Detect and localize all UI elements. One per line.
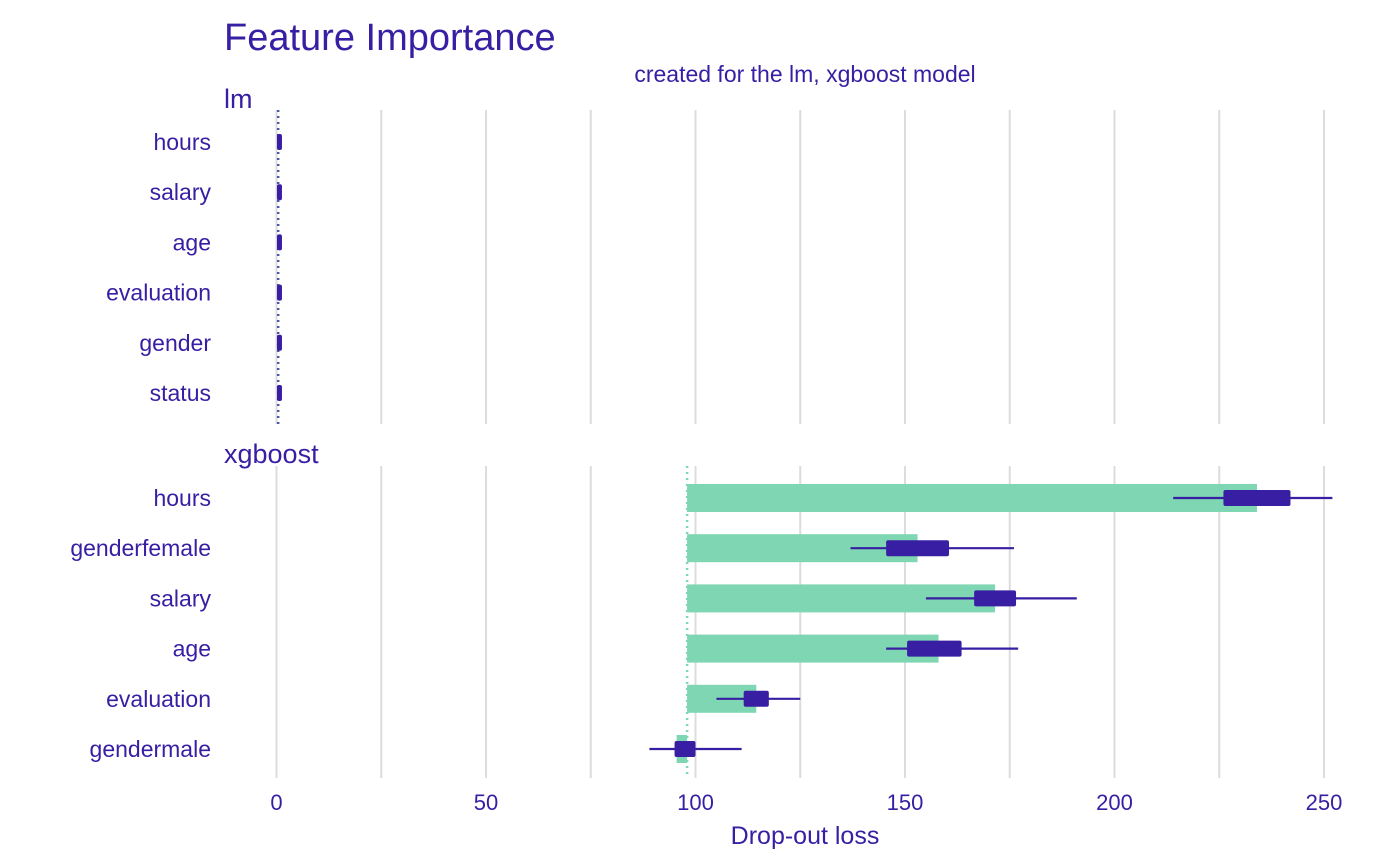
panel-lm-salary-box	[276, 184, 282, 201]
panel-lm-status-tick-label: status	[150, 380, 211, 406]
panel-lm-salary-tick-label: salary	[150, 179, 212, 205]
panel-xgboost-evaluation-box	[743, 690, 769, 707]
panel-lm-status-box	[276, 385, 282, 401]
panel-xgboost-label: xgboost	[224, 439, 319, 469]
panel-xgboost-age-tick-label: age	[173, 636, 211, 662]
x-tick-label-150: 150	[887, 790, 924, 815]
panel-xgboost-hours-box	[1223, 490, 1291, 506]
panel-lm-evaluation-box	[276, 284, 282, 301]
panel-xgboost-hours-tick-label: hours	[153, 485, 211, 511]
panel-lm-evaluation-tick-label: evaluation	[106, 280, 211, 306]
x-tick-label-50: 50	[474, 790, 498, 815]
panel-xgboost-genderfemale-tick-label: genderfemale	[70, 535, 211, 561]
panel-xgboost-genderfemale-box	[886, 540, 949, 557]
panel-xgboost-age-box	[907, 640, 962, 657]
x-axis-label: Drop-out loss	[731, 822, 880, 850]
panel-lm-hours-tick-label: hours	[153, 129, 211, 155]
panel-xgboost-salary-box	[974, 590, 1017, 607]
x-tick-label-100: 100	[677, 790, 714, 815]
panel-lm-label: lm	[224, 84, 253, 114]
panel-lm-age-tick-label: age	[173, 229, 211, 255]
panel-xgboost-hours-bar	[687, 484, 1257, 512]
x-tick-label-250: 250	[1306, 790, 1343, 815]
panel-lm-gender-box	[276, 334, 282, 351]
panel-lm-gender-tick-label: gender	[139, 330, 211, 356]
chart-title: Feature Importance	[224, 17, 556, 59]
chart-subtitle: created for the lm, xgboost model	[634, 61, 975, 87]
panel-xgboost-evaluation-tick-label: evaluation	[106, 686, 211, 712]
x-tick-label-0: 0	[270, 790, 282, 815]
x-tick-label-200: 200	[1096, 790, 1133, 815]
panel-xgboost-salary-tick-label: salary	[150, 585, 212, 611]
panel-lm-hours-box	[276, 134, 282, 150]
panel-xgboost-gendermale-box	[674, 741, 696, 757]
panel-lm-age-box	[276, 234, 282, 251]
panel-xgboost-gendermale-tick-label: gendermale	[90, 736, 211, 762]
